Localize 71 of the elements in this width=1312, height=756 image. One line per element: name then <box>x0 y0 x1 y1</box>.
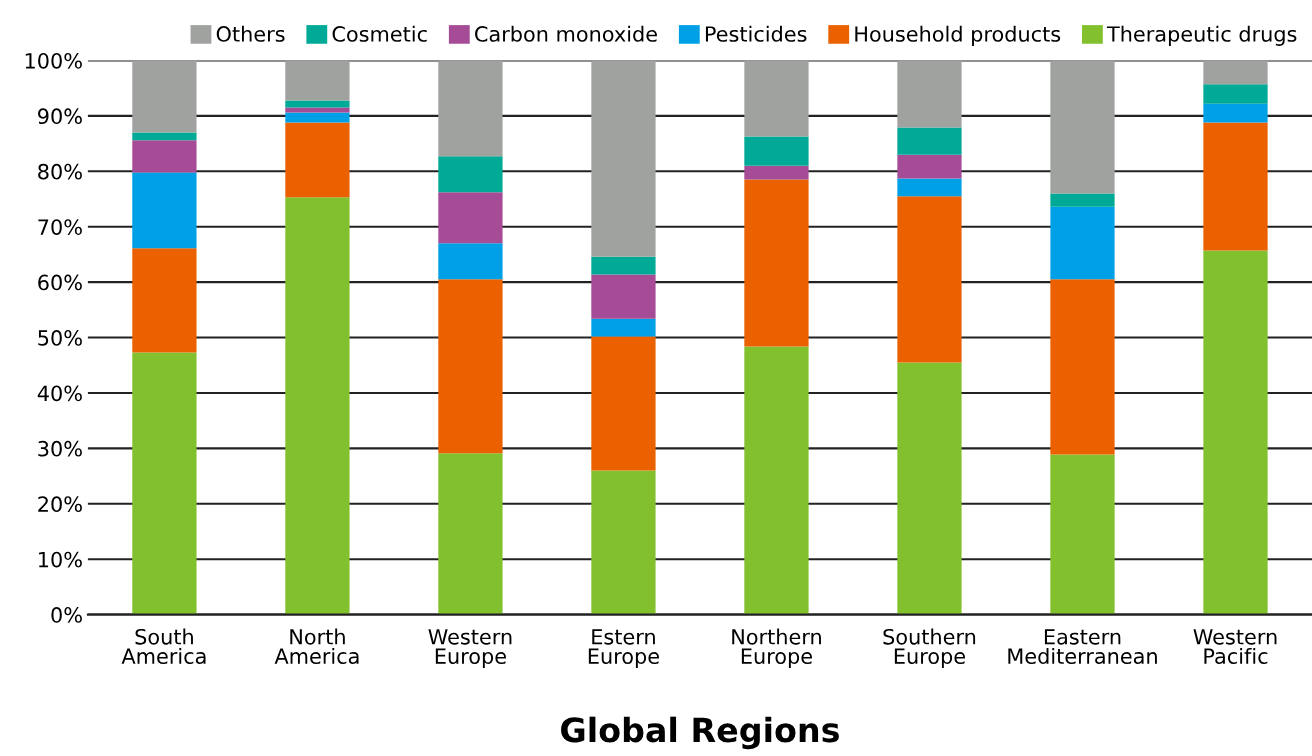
bar <box>438 243 503 280</box>
x-tick-label: Western Europe <box>428 629 512 669</box>
bar <box>285 100 350 108</box>
bar <box>1050 60 1115 194</box>
y-tick-label: 20% <box>38 496 82 513</box>
bar <box>897 178 962 197</box>
bar <box>897 362 962 615</box>
bar <box>897 60 962 128</box>
bar <box>897 154 962 179</box>
bar <box>438 60 503 157</box>
bar <box>1203 122 1268 251</box>
bar <box>132 248 197 353</box>
y-tick-label: 100% <box>25 52 82 69</box>
bar <box>744 60 809 137</box>
bar <box>591 318 656 337</box>
bar <box>591 256 656 275</box>
x-tick-label: Estern Europe <box>588 629 659 669</box>
bar <box>1050 206 1115 280</box>
bar <box>132 352 197 615</box>
y-tick-label: 40% <box>37 385 82 402</box>
legend-label: Pesticides <box>705 25 807 42</box>
bar <box>744 165 809 180</box>
x-tick-label: North America <box>274 628 359 665</box>
bar <box>285 112 350 123</box>
bar <box>285 60 350 101</box>
bar <box>1203 103 1268 123</box>
bar <box>1050 279 1115 455</box>
x-tick-label: Eastern Mediterranean <box>1008 629 1157 665</box>
y-tick-label: 80% <box>38 163 82 180</box>
bar <box>285 122 350 198</box>
x-tick-label: South America <box>121 628 206 665</box>
bar <box>1203 84 1268 104</box>
bar <box>132 60 197 133</box>
legend-label: Cosmetic <box>332 25 427 42</box>
y-tick-label: 0% <box>51 607 82 623</box>
bar <box>1203 250 1268 615</box>
bar <box>1050 454 1115 615</box>
y-tick-label: 60% <box>38 274 82 291</box>
bar <box>591 60 656 257</box>
bar <box>132 132 197 141</box>
bar <box>285 107 350 113</box>
y-tick-label: 70% <box>38 219 82 235</box>
bar <box>438 156 503 193</box>
bar <box>438 453 503 615</box>
bar <box>591 336 656 471</box>
bar <box>438 192 503 244</box>
bar <box>897 196 962 363</box>
bar <box>744 136 809 166</box>
bar <box>591 274 656 319</box>
bar <box>132 140 197 173</box>
bar <box>744 179 809 347</box>
y-tick-label: 10% <box>39 551 82 568</box>
legend-label: Therapeutic drugs <box>1106 25 1297 46</box>
bar <box>744 346 809 615</box>
y-tick-label: 50% <box>38 330 82 346</box>
x-tick-label: Southern Europe <box>883 628 976 669</box>
legend-label: Household products <box>855 25 1061 46</box>
bar <box>897 127 962 155</box>
y-tick-label: 90% <box>38 108 82 125</box>
legend-label: Carbon monoxide <box>475 25 657 42</box>
legend-label: Others <box>216 25 285 42</box>
bar <box>285 197 350 615</box>
bar <box>438 279 503 454</box>
x-tick-label: Western Pacific <box>1193 629 1277 665</box>
bar <box>132 172 197 249</box>
bar <box>591 470 656 615</box>
bar <box>1203 60 1268 85</box>
y-tick-label: 30% <box>38 440 82 457</box>
bar <box>1050 193 1115 207</box>
x-tick-label: Northern Europe <box>732 628 821 669</box>
x-axis-title: Global Regions <box>561 716 839 750</box>
